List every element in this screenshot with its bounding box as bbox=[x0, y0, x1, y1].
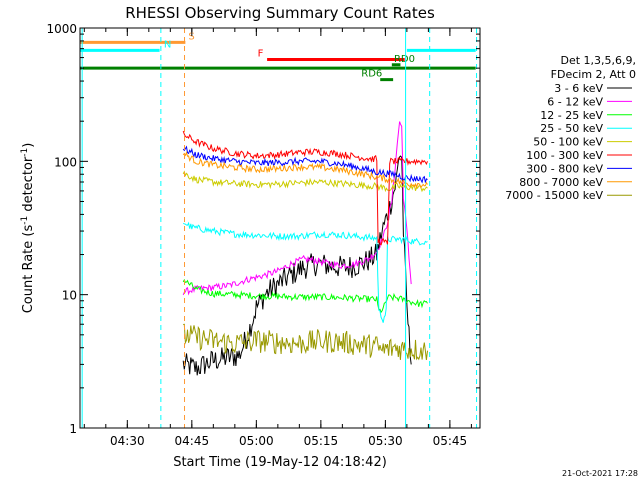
x-tick-label-4: 05:30 bbox=[368, 434, 403, 448]
chart-title: RHESSI Observing Summary Count Rates bbox=[125, 4, 435, 22]
plot-frame bbox=[79, 27, 481, 429]
y-axis-label-part2: detector bbox=[21, 156, 36, 216]
x-tick-label-5: 05:45 bbox=[433, 434, 468, 448]
status-bar-label-4: RD0 bbox=[394, 54, 415, 65]
y-axis-label-part3: ) bbox=[21, 143, 36, 148]
series-line-2 bbox=[182, 278, 428, 314]
legend-label-0: 3 - 6 keV bbox=[554, 82, 603, 95]
y-axis-label-sup1: -1 bbox=[20, 216, 30, 225]
event-lines bbox=[81, 28, 478, 428]
x-tick-label-0: 04:30 bbox=[110, 434, 145, 448]
x-ticks: 04:30 04:45 05:00 05:15 05:30 05:45 bbox=[83, 28, 472, 448]
legend-label-6: 300 - 800 keV bbox=[526, 162, 603, 175]
status-bars: S N F RD0 RD6 bbox=[80, 31, 476, 82]
series-line-1 bbox=[182, 121, 412, 296]
status-bar-label-1: N bbox=[164, 39, 171, 50]
legend-header-line1: Det 1,3,5,6,9, bbox=[560, 54, 636, 67]
legend-label-5: 100 - 300 keV bbox=[526, 149, 603, 162]
legend-label-4: 50 - 100 keV bbox=[533, 136, 603, 149]
series-line-8 bbox=[183, 323, 428, 361]
x-tick-label-2: 05:00 bbox=[239, 434, 274, 448]
y-tick-label-2: 100 bbox=[54, 155, 77, 169]
series-line-5 bbox=[182, 130, 428, 246]
legend-label-7: 800 - 7000 keV bbox=[519, 176, 603, 189]
x-tick-label-3: 05:15 bbox=[304, 434, 339, 448]
footer-timestamp: 21-Oct-2021 17:28 bbox=[562, 469, 638, 478]
y-tick-label-0: 1 bbox=[69, 422, 77, 436]
series-lines bbox=[182, 121, 428, 376]
y-axis-label-part1: Count Rate (s bbox=[21, 225, 36, 314]
status-bar-label-6: RD6 bbox=[361, 69, 382, 80]
y-tick-label-1: 10 bbox=[62, 289, 77, 303]
y-ticks: 1 10 100 1000 bbox=[46, 22, 480, 436]
legend-header-line2: FDecim 2, Att 0 bbox=[551, 68, 636, 81]
legend-label-8: 7000 - 15000 keV bbox=[505, 189, 603, 202]
status-bar-label-3: F bbox=[258, 49, 264, 60]
x-axis-label: Start Time (19-May-12 04:18:42) bbox=[173, 455, 387, 470]
series-line-0 bbox=[182, 155, 412, 376]
legend: Det 1,3,5,6,9, FDecim 2, Att 0 3 - 6 keV… bbox=[505, 54, 636, 202]
status-bar-label-0: S bbox=[188, 31, 194, 42]
series-line-7 bbox=[182, 151, 428, 190]
legend-label-2: 12 - 25 keV bbox=[540, 109, 603, 122]
y-tick-label-3: 1000 bbox=[46, 22, 77, 36]
y-axis-label: Count Rate (s-1 detector-1) bbox=[20, 143, 36, 314]
legend-label-1: 6 - 12 keV bbox=[547, 95, 603, 108]
series-line-6 bbox=[182, 145, 428, 184]
y-axis-label-sup2: -1 bbox=[20, 148, 30, 157]
legend-label-3: 25 - 50 keV bbox=[540, 122, 603, 135]
series-line-3 bbox=[182, 221, 428, 323]
x-tick-label-1: 04:45 bbox=[175, 434, 210, 448]
series-line-4 bbox=[182, 170, 428, 193]
